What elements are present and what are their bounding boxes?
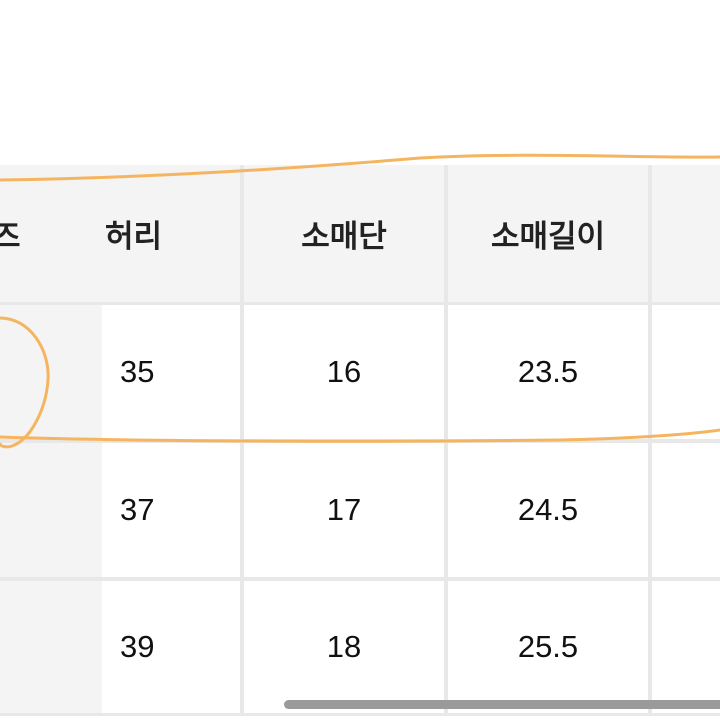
- sleeve-cell: 25.5: [448, 581, 648, 713]
- next-cell: [652, 305, 720, 439]
- waist-cell: 37: [102, 443, 240, 577]
- header-cuff: 소매단: [244, 165, 444, 302]
- horizontal-scrollbar[interactable]: [284, 700, 720, 709]
- sleeve-cell: 23.5: [448, 305, 648, 439]
- waist-cell: 35: [102, 305, 240, 439]
- header-sleeve-length: 소매길이: [448, 165, 648, 302]
- cuff-cell: 18: [244, 581, 444, 713]
- size-cell: [0, 581, 102, 713]
- header-size: 즈: [0, 219, 21, 255]
- sleeve-cell: 24.5: [448, 443, 648, 577]
- next-cell: [652, 443, 720, 577]
- size-table: 즈 허리 소매단 소매길이 35 16 23.5 37 17 24.5 39 1…: [0, 165, 720, 716]
- next-cell: [652, 581, 720, 713]
- header-waist: 허리: [105, 219, 163, 255]
- size-cell: [0, 443, 102, 577]
- size-cell: [0, 305, 102, 439]
- cuff-cell: 17: [244, 443, 444, 577]
- cuff-cell: 16: [244, 305, 444, 439]
- header-next: [652, 165, 720, 302]
- header-cell-size-waist: 즈 허리: [0, 165, 240, 302]
- waist-cell: 39: [102, 581, 240, 713]
